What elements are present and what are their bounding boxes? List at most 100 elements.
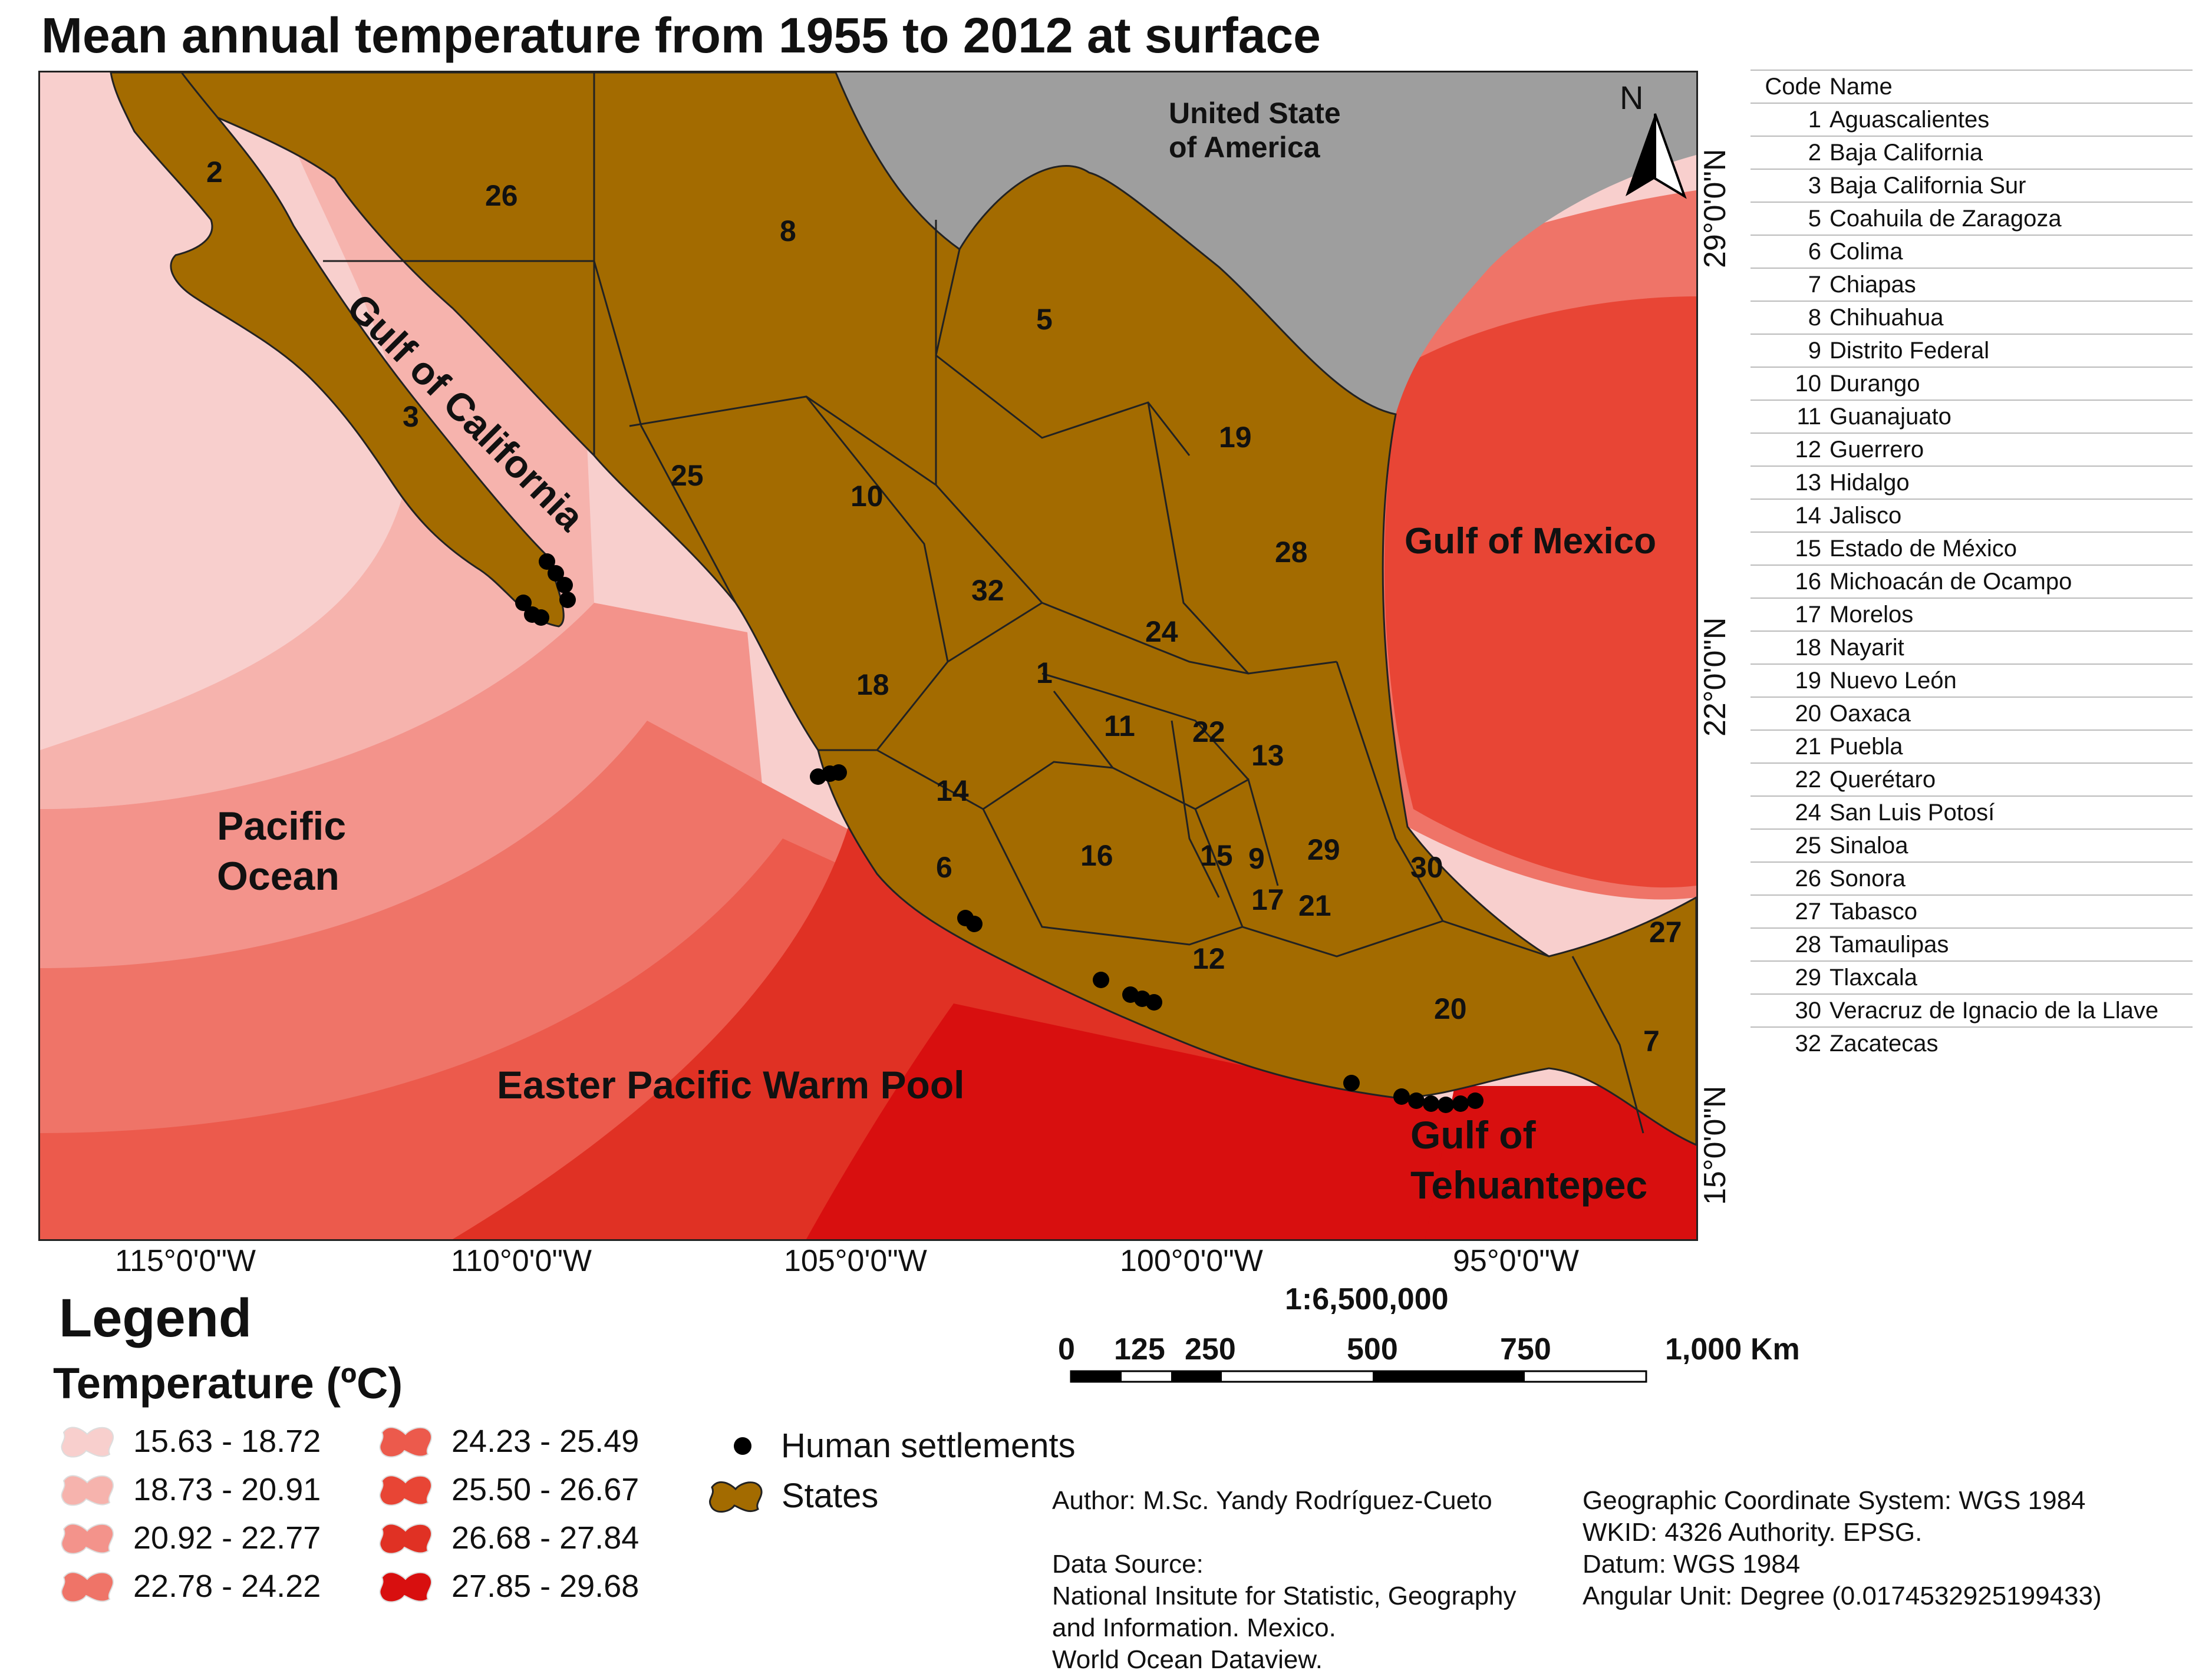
source-line: National Insitute for Statistic, Geograp… xyxy=(1052,1582,1517,1610)
table-row: 5 Coahuila de Zaragoza xyxy=(1751,202,2193,235)
state-name: Sinaloa xyxy=(1829,828,2193,862)
state-name: Tabasco xyxy=(1829,894,2193,928)
temperature-swatch-icon xyxy=(379,1475,432,1506)
table-row: 29 Tlaxcala xyxy=(1751,960,2193,994)
state-name: Baja California Sur xyxy=(1829,169,2193,202)
state-code: 8 xyxy=(1751,301,1829,334)
state-code: 24 xyxy=(1751,795,1829,829)
state-number: 25 xyxy=(671,459,704,492)
legend-temperature-class: 26.68 - 27.84 xyxy=(377,1520,639,1556)
state-number: 21 xyxy=(1298,889,1331,922)
state-code: 14 xyxy=(1751,499,1829,532)
legend-states: States xyxy=(707,1476,878,1516)
state-name: Morelos xyxy=(1829,597,2193,631)
temperature-swatch-icon xyxy=(379,1523,432,1554)
legend-temperature-class: 22.78 - 24.22 xyxy=(59,1568,321,1605)
legend-temperature-class: 20.92 - 22.77 xyxy=(59,1520,321,1556)
state-number: 11 xyxy=(1104,709,1135,742)
state-name: Jalisco xyxy=(1829,499,2193,532)
state-number: 15 xyxy=(1200,839,1233,872)
state-number: 2 xyxy=(206,156,223,189)
state-code: 22 xyxy=(1751,762,1829,796)
state-name: Tamaulipas xyxy=(1829,927,2193,961)
state-code: 10 xyxy=(1751,367,1829,400)
table-row: 1 Aguascalientes xyxy=(1751,103,2193,136)
temperature-swatch-icon xyxy=(61,1475,114,1506)
state-name: Baja California xyxy=(1829,136,2193,169)
state-number: 12 xyxy=(1192,942,1225,975)
scale-tick-label: 250 xyxy=(1185,1332,1236,1366)
gcs-line: WKID: 4326 Authority. EPSG. xyxy=(1583,1518,1923,1547)
table-row: 18 Nayarit xyxy=(1751,630,2193,664)
state-number: 10 xyxy=(850,480,884,513)
table-row: 15 Estado de México xyxy=(1751,532,2193,565)
state-name: Estado de México xyxy=(1829,532,2193,565)
north-arrow-icon xyxy=(1626,113,1687,199)
state-number: 9 xyxy=(1248,842,1265,875)
state-name: Querétaro xyxy=(1829,762,2193,796)
table-row: 8 Chihuahua xyxy=(1751,301,2193,334)
scale-unit: Km xyxy=(1751,1332,1800,1366)
latitude-label: 29°0'0"N xyxy=(1698,148,1732,268)
temperature-swatch-icon xyxy=(61,1523,114,1554)
state-number: 8 xyxy=(780,214,796,247)
table-row: 2 Baja California xyxy=(1751,136,2193,169)
map-title: Mean annual temperature from 1955 to 201… xyxy=(41,8,1321,63)
legend-title: Legend xyxy=(59,1288,252,1348)
state-number: 27 xyxy=(1649,916,1682,949)
north-label: N xyxy=(1620,79,1644,116)
state-name: Nayarit xyxy=(1829,630,2193,664)
state-code: 1 xyxy=(1751,103,1829,136)
temperature-range-label: 20.92 - 22.77 xyxy=(133,1520,321,1556)
state-code: 9 xyxy=(1751,334,1829,367)
state-code: 7 xyxy=(1751,268,1829,301)
table-row: 28 Tamaulipas xyxy=(1751,927,2193,961)
state-number: 3 xyxy=(403,400,419,433)
state-name: Colima xyxy=(1829,235,2193,268)
state-code: 21 xyxy=(1751,729,1829,763)
temperature-swatch-icon xyxy=(379,1572,432,1603)
pacific-label-line1: Pacific xyxy=(217,804,347,849)
legend-settlements: Human settlements xyxy=(722,1426,1076,1465)
state-name: Chihuahua xyxy=(1829,301,2193,334)
latitude-label: 22°0'0"N xyxy=(1698,617,1732,737)
state-number: 1 xyxy=(1036,656,1053,689)
legend-temperature-class: 25.50 - 26.67 xyxy=(377,1471,639,1508)
settlement-dot-icon xyxy=(734,1437,751,1455)
state-number: 7 xyxy=(1643,1025,1660,1058)
source-title: Data Source: xyxy=(1052,1550,1204,1579)
warm-pool-label: Easter Pacific Warm Pool xyxy=(497,1063,965,1107)
table-row: 13 Hidalgo xyxy=(1751,466,2193,499)
scale-ratio: 1:6,500,000 xyxy=(1285,1282,1449,1316)
state-number: 14 xyxy=(936,774,969,807)
table-row: 9 Distrito Federal xyxy=(1751,334,2193,367)
table-row: 27 Tabasco xyxy=(1751,894,2193,928)
gcs-line: Datum: WGS 1984 xyxy=(1583,1550,1801,1579)
state-code: 2 xyxy=(1751,136,1829,169)
temperature-map xyxy=(40,72,1696,1239)
state-name: Guerrero xyxy=(1829,433,2193,466)
table-row: 24 San Luis Potosí xyxy=(1751,795,2193,829)
temperature-range-label: 27.85 - 29.68 xyxy=(451,1569,639,1604)
state-name: Oaxaca xyxy=(1829,696,2193,730)
temperature-range-label: 25.50 - 26.67 xyxy=(451,1472,639,1507)
usa-label-line2: of America xyxy=(1169,131,1320,164)
state-number: 24 xyxy=(1145,615,1178,648)
table-row: 16 Michoacán de Ocampo xyxy=(1751,564,2193,598)
longitude-label: 95°0'0"W xyxy=(1453,1244,1579,1278)
state-number: 22 xyxy=(1192,715,1225,748)
legend-temperature-class: 15.63 - 18.72 xyxy=(59,1423,321,1460)
settlements xyxy=(515,553,1484,1113)
map-frame[interactable]: N United State of America Gulf of Califo… xyxy=(38,71,1698,1241)
state-name: Tlaxcala xyxy=(1829,960,2193,994)
states-swatch-icon xyxy=(709,1481,763,1513)
legend-temperature-class: 24.23 - 25.49 xyxy=(377,1423,639,1460)
state-name: Durango xyxy=(1829,367,2193,400)
state-number: 16 xyxy=(1080,839,1113,872)
table-header-row: Code Name xyxy=(1751,70,2193,103)
state-number: 20 xyxy=(1434,992,1467,1025)
temperature-swatch-icon xyxy=(61,1427,114,1458)
state-name: Distrito Federal xyxy=(1829,334,2193,367)
table-row: 17 Morelos xyxy=(1751,597,2193,631)
state-code: 18 xyxy=(1751,630,1829,664)
